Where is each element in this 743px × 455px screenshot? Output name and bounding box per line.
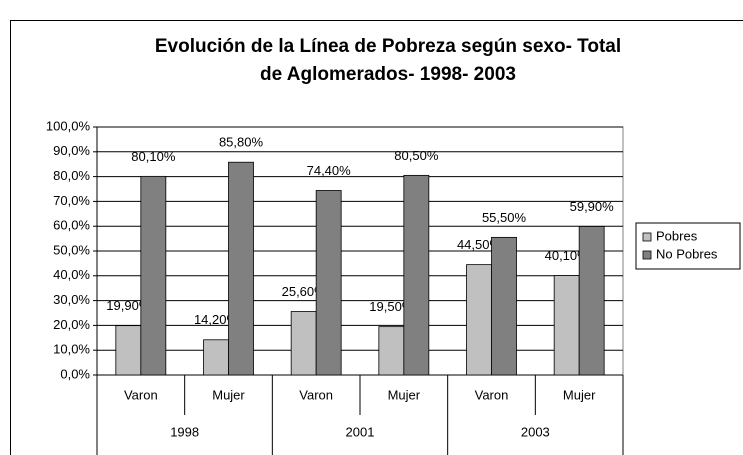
bar — [115, 325, 142, 376]
value-label: 44,50% — [457, 237, 502, 252]
bar — [228, 161, 254, 376]
bar — [203, 339, 229, 376]
x-tick-label: Mujer — [388, 387, 421, 402]
y-tick-label: 20,0% — [53, 317, 90, 332]
y-tick-label: 40,0% — [53, 267, 90, 282]
chart-title: Evolución de la Línea de Pobreza según s… — [155, 36, 621, 57]
y-tick-label: 80,0% — [53, 168, 90, 183]
value-label: 40,10% — [545, 248, 590, 263]
value-label: 19,50% — [369, 299, 414, 314]
legend-label: No Pobres — [656, 246, 718, 261]
legend-label: Pobres — [656, 228, 698, 243]
value-label: 25,60% — [282, 284, 327, 299]
legend-box — [635, 222, 741, 270]
value-label: 59,90% — [570, 199, 615, 214]
y-tick-label: 100,0% — [46, 118, 91, 133]
bar — [140, 175, 167, 376]
y-tick-label: 10,0% — [53, 342, 90, 357]
value-label: 74,40% — [307, 163, 352, 178]
group-label: 2001 — [346, 424, 375, 439]
y-tick-label: 70,0% — [53, 193, 90, 208]
x-tick-label: Varon — [475, 387, 509, 402]
bar — [378, 326, 405, 376]
value-label: 85,80% — [219, 135, 264, 150]
value-label: 55,50% — [482, 210, 527, 225]
x-tick-label: Mujer — [212, 387, 245, 402]
x-tick-label: Varon — [299, 387, 333, 402]
y-tick-label: 60,0% — [53, 218, 90, 233]
legend-swatch — [642, 232, 652, 242]
value-label: 19,90% — [106, 298, 151, 313]
value-label: 14,20% — [194, 312, 239, 327]
x-tick-label: Varon — [124, 387, 158, 402]
value-label: 80,10% — [131, 149, 176, 164]
y-tick-label: 90,0% — [53, 143, 90, 158]
bar — [553, 275, 580, 376]
bar — [403, 174, 430, 376]
y-tick-label: 50,0% — [53, 242, 90, 257]
y-tick-label: 0,0% — [60, 366, 90, 381]
bar — [491, 236, 517, 376]
value-label: 80,50% — [394, 148, 439, 163]
bar — [466, 264, 492, 376]
group-label: 1998 — [170, 424, 199, 439]
group-label: 2003 — [521, 424, 550, 439]
y-tick-label: 30,0% — [53, 292, 90, 307]
bar — [290, 311, 317, 376]
chart-title: de Aglomerados- 1998- 2003 — [260, 64, 516, 85]
legend-swatch — [642, 250, 652, 260]
x-tick-label: Mujer — [563, 387, 596, 402]
bar — [578, 226, 605, 376]
bar — [315, 190, 342, 376]
